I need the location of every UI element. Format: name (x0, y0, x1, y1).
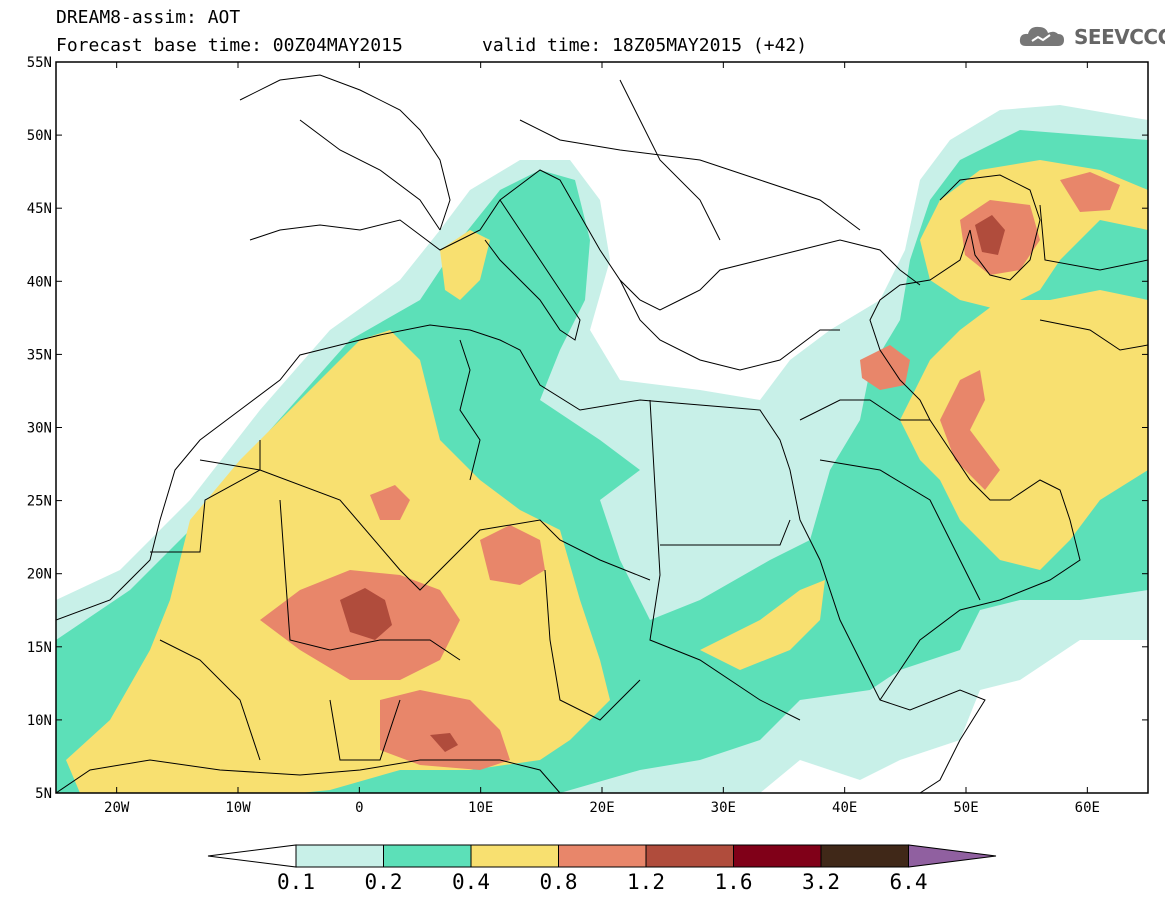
aot-band-0.4 (440, 230, 490, 300)
lon-label: 60E (1075, 800, 1100, 816)
lat-label: 5N (35, 786, 52, 802)
colorbar-swatch (645, 844, 734, 868)
border (459, 339, 481, 481)
colorbar-swatch (383, 844, 472, 868)
title-line-1: DREAM8-assim: AOT (56, 7, 241, 28)
aot-band-1.2 (340, 588, 392, 640)
colorbar (207, 844, 997, 868)
border (329, 699, 401, 761)
border (799, 399, 930, 421)
lat-label: 20N (27, 567, 52, 583)
colorbar-swatch (558, 844, 647, 868)
aot-band-0.8 (940, 370, 1000, 490)
border (279, 499, 461, 661)
aot-shading (56, 105, 1148, 793)
border (159, 639, 261, 761)
aot-band-0.4 (700, 580, 825, 670)
coastline (56, 759, 561, 793)
colorbar-label: 0.2 (365, 870, 403, 894)
aot-band-0.8 (1060, 172, 1120, 212)
border (819, 459, 981, 601)
aot-band-1.2 (975, 215, 1005, 255)
lat-label: 35N (27, 347, 52, 363)
colorbar-swatch (733, 844, 822, 868)
border (299, 119, 441, 231)
colorbar-label: 0.4 (452, 870, 490, 894)
colorbar-swatch (470, 844, 559, 868)
colorbar-swatch (820, 844, 909, 868)
colorbar-label: 1.2 (627, 870, 665, 894)
border (199, 459, 651, 591)
colorbar-swatch (295, 844, 384, 868)
aot-band-1.2 (430, 733, 458, 752)
border (649, 399, 801, 721)
coastline (939, 174, 1041, 281)
cloud-icon (1019, 26, 1064, 46)
title-line-2: Forecast base time: 00Z04MAY2015 (56, 35, 403, 56)
lat-label: 50N (27, 128, 52, 144)
colorbar-labels: 0.1 0.2 0.4 0.8 1.2 1.6 3.2 6.4 (277, 870, 927, 894)
aot-band-0.8 (380, 690, 510, 770)
latitude-labels: 55N 50N 45N 40N 35N 30N 25N 20N 15N 10N 5N (27, 55, 52, 802)
colorbar-label: 0.1 (277, 870, 315, 894)
aot-band-0.8 (860, 345, 910, 390)
lon-label: 0 (355, 800, 363, 816)
lat-label: 45N (27, 201, 52, 217)
aot-band-0.8 (370, 485, 410, 520)
lon-label: 30E (711, 800, 736, 816)
lat-label: 30N (27, 421, 52, 437)
coastline (484, 199, 581, 341)
lat-label: 15N (27, 640, 52, 656)
border (619, 79, 721, 241)
colorbar-arrow-high (908, 844, 997, 868)
border (1039, 204, 1148, 271)
coastline (619, 279, 840, 371)
lon-label: 50E (953, 800, 978, 816)
border (544, 569, 641, 721)
aot-band-0.4 (900, 290, 1148, 570)
lat-label: 25N (27, 494, 52, 510)
lat-label: 10N (27, 713, 52, 729)
aot-band-0.4 (66, 330, 610, 793)
axis-ticks (56, 61, 1148, 794)
colorbar-arrow-low (207, 844, 297, 868)
aot-band-0.8 (480, 525, 545, 585)
border (1039, 319, 1148, 351)
lon-label: 40E (832, 800, 857, 816)
coastlines-and-borders (56, 74, 1148, 793)
colorbar-label: 0.8 (540, 870, 578, 894)
lat-label: 55N (27, 55, 52, 71)
lon-label: 20E (589, 800, 614, 816)
border (519, 119, 861, 231)
colorbar-label: 3.2 (802, 870, 840, 894)
logo-text: SEEVCCC (1074, 25, 1165, 49)
lat-label: 40N (27, 274, 52, 290)
lon-label: 10W (225, 800, 251, 816)
lon-label: 20W (104, 800, 130, 816)
coastline (869, 229, 1081, 701)
longitude-labels: 20W 10W 0 10E 20E 30E 40E 50E 60E (104, 800, 1100, 816)
colorbar-label: 1.6 (715, 870, 753, 894)
colorbar-label: 6.4 (890, 870, 928, 894)
coastline (239, 74, 451, 231)
border (150, 440, 261, 553)
seevccc-logo: SEEVCCC (1018, 22, 1165, 52)
lon-label: 10E (468, 800, 493, 816)
border (660, 519, 791, 546)
valid-time: valid time: 18Z05MAY2015 (+42) (482, 35, 808, 56)
coastline (56, 324, 986, 793)
coastline (249, 169, 921, 311)
